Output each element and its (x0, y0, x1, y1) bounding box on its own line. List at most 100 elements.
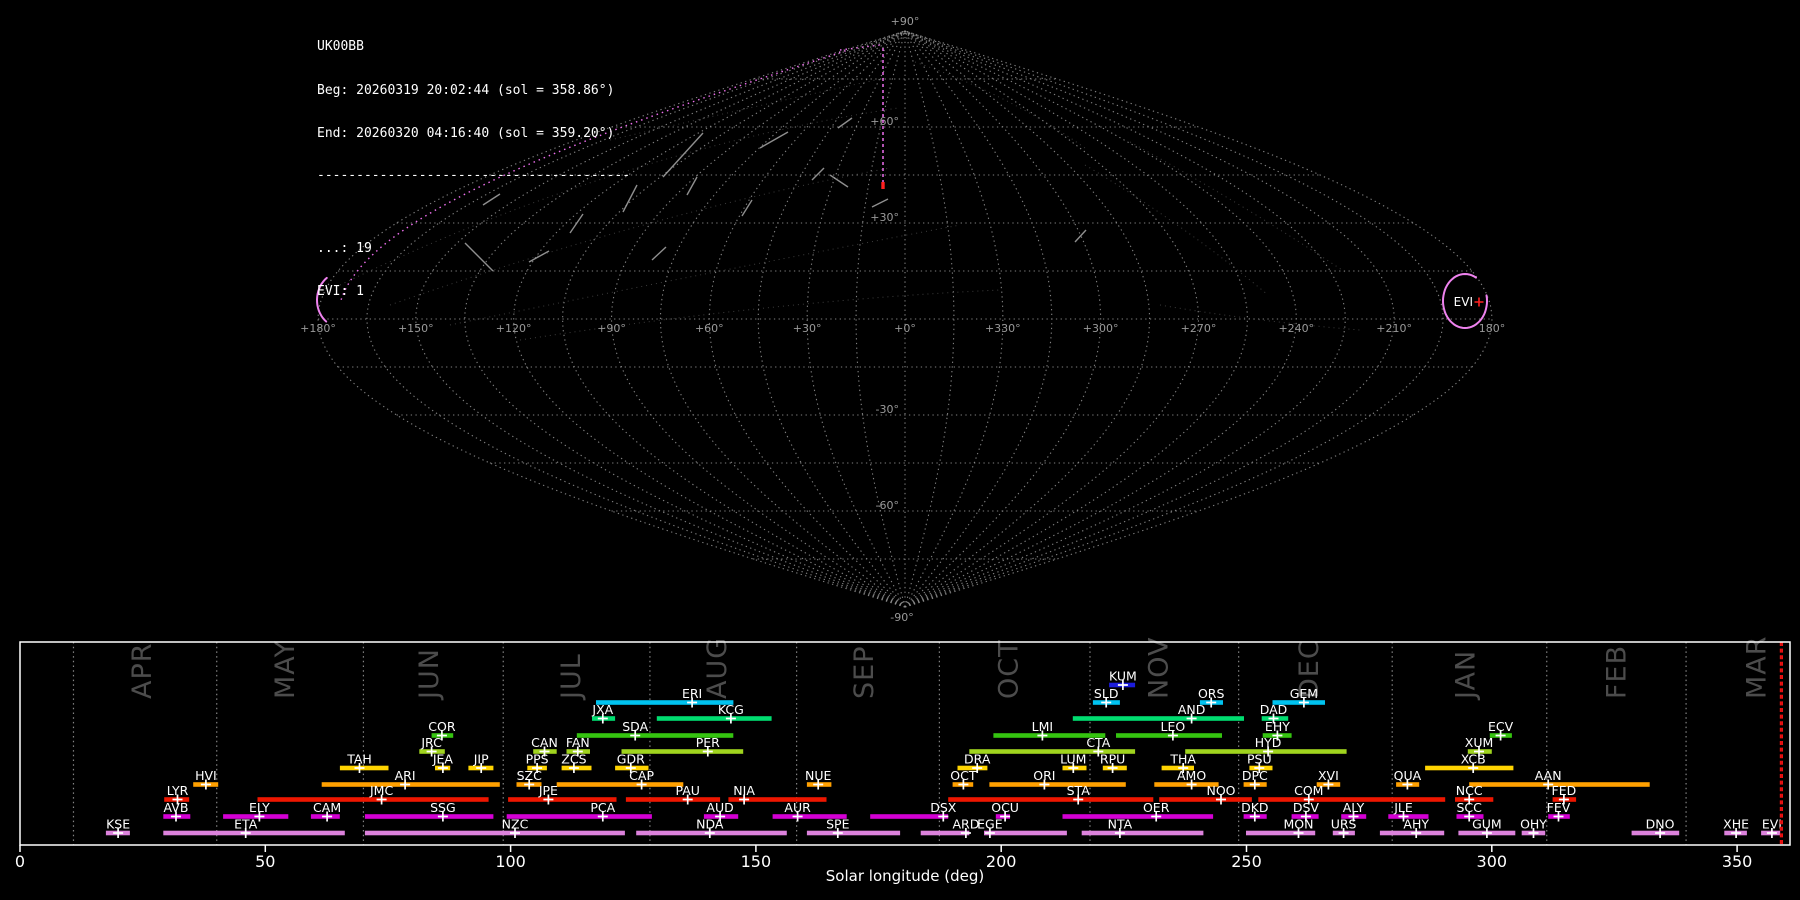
meridian-line (757, 30, 906, 608)
peak-marker-NTA (1114, 828, 1125, 838)
shower-bar-NTA (1081, 830, 1204, 836)
peak-marker-XCB (1468, 763, 1479, 773)
peak-marker-SPE (832, 828, 843, 838)
shower-label-AND: AND (1178, 702, 1206, 717)
shower-bar-EGE (984, 830, 1067, 836)
shower-bar-SSG (364, 814, 494, 819)
peak-marker-JRC (426, 746, 437, 757)
peak-marker-SZC (524, 779, 535, 790)
shower-bar-JMC (257, 797, 489, 802)
lon-label: +0° (894, 322, 916, 335)
peak-marker-GEM (1298, 697, 1309, 708)
peak-marker-COR (436, 730, 447, 741)
evi-drift-track (340, 49, 848, 301)
shower-label-SLD: SLD (1094, 686, 1119, 701)
count-evi: EVI: 1 (317, 284, 364, 299)
shower-label-SZC: SZC (517, 768, 542, 783)
lat-label: -60° (876, 499, 899, 512)
peak-marker-PER (702, 746, 713, 757)
lon-label: +60° (695, 322, 724, 335)
shower-label-RPU: RPU (1100, 752, 1125, 767)
peak-marker-AND (1186, 713, 1197, 724)
evi-circle-wrap-arc (315, 276, 328, 323)
obs-begin: Beg: 20260319 20:02:44 (sol = 358.86°) (317, 82, 615, 98)
shower-bar-AAN (1469, 782, 1650, 787)
peak-marker-DKD (1249, 811, 1260, 822)
peak-marker-FAN (572, 746, 583, 757)
lon-label: +240° (1278, 322, 1314, 335)
month-label: APR (127, 642, 158, 699)
peak-marker-AVB (171, 811, 181, 822)
shower-label-NDA: NDA (696, 817, 724, 832)
meteor-streak (651, 246, 667, 261)
shower-label-AUR: AUR (784, 800, 811, 815)
shower-label-XCB: XCB (1461, 752, 1486, 767)
month-label: FEB (1601, 645, 1632, 699)
x-tick-label: 150 (741, 852, 772, 871)
meridian-line (464, 30, 906, 608)
shower-label-SPE: SPE (826, 817, 849, 832)
lon-label: +120° (496, 322, 532, 335)
shower-bar-LMI (993, 733, 1106, 738)
shower-label-FEV: FEV (1547, 800, 1571, 815)
peak-marker-CAN (539, 746, 550, 757)
shower-label-KSE: KSE (106, 817, 130, 832)
peak-marker-KUM (1117, 680, 1128, 690)
peak-marker-AAN (1543, 779, 1554, 790)
meteor-streak (662, 132, 704, 178)
peak-marker-XHE (1731, 828, 1742, 838)
peak-marker-AUR (792, 811, 803, 822)
meteor-streak (622, 184, 638, 213)
shower-bar-JPE (508, 797, 617, 802)
peak-marker-JIP (476, 763, 487, 773)
pole-label-top: +90° (891, 15, 920, 28)
meteor-streak (811, 167, 825, 181)
lon-label: +90° (597, 322, 626, 335)
shower-label-ALY: ALY (1343, 800, 1365, 815)
station-id: UK00BB (317, 39, 364, 54)
peak-marker-ORS (1206, 697, 1217, 708)
peak-marker-GUM (1481, 828, 1492, 838)
shower-label-XUM: XUM (1465, 735, 1494, 750)
drift-track (914, 61, 1086, 149)
peak-marker-ORI (1039, 779, 1050, 790)
meridian-line (659, 30, 906, 608)
shower-bar-PCA (506, 814, 652, 819)
shower-label-FAN: FAN (566, 735, 590, 750)
shower-label-NOO: NOO (1206, 783, 1235, 798)
meridian-line (366, 30, 906, 608)
meridian-line (513, 30, 906, 608)
month-label: MAR (1742, 635, 1773, 699)
shower-label-DKD: DKD (1241, 800, 1268, 815)
shower-label-PCA: PCA (590, 800, 615, 815)
shower-label-FED: FED (1552, 783, 1577, 798)
shower-label-ORS: ORS (1198, 686, 1225, 701)
shower-label-JLE: JLE (1393, 800, 1413, 815)
peak-marker-ERI (687, 697, 698, 708)
shower-bar-ERI (596, 700, 734, 705)
meridian-line (904, 30, 1102, 608)
shower-label-URS: URS (1331, 817, 1357, 832)
peak-marker-SLD (1101, 697, 1112, 708)
peak-marker-JPE (543, 794, 554, 805)
shower-label-JRC: JRC (420, 735, 442, 750)
shower-bar-CTA (969, 749, 1136, 754)
shower-label-EGE: EGE (977, 817, 1003, 832)
peak-marker-THA (1178, 763, 1189, 773)
separator-line: ---------------------------------------- (317, 170, 631, 181)
shower-label-NIA: NIA (733, 783, 755, 798)
peak-marker-LEO (1167, 730, 1178, 741)
shower-bar-ARI (321, 782, 500, 787)
month-label: OCT (994, 639, 1025, 699)
shower-bar-THA (1161, 765, 1194, 771)
shower-label-DSX: DSX (930, 800, 957, 815)
peak-marker-SDA (630, 730, 641, 741)
shower-label-OCU: OCU (991, 800, 1019, 815)
peak-marker-ARI (400, 779, 411, 790)
x-tick-label: 200 (986, 852, 1017, 871)
peak-marker-CAP (636, 779, 647, 790)
shower-bar-AND (1072, 716, 1244, 721)
shower-label-OCT: OCT (950, 768, 977, 783)
peak-marker-DSV (1300, 811, 1311, 822)
shower-label-SCC: SCC (1457, 800, 1483, 815)
